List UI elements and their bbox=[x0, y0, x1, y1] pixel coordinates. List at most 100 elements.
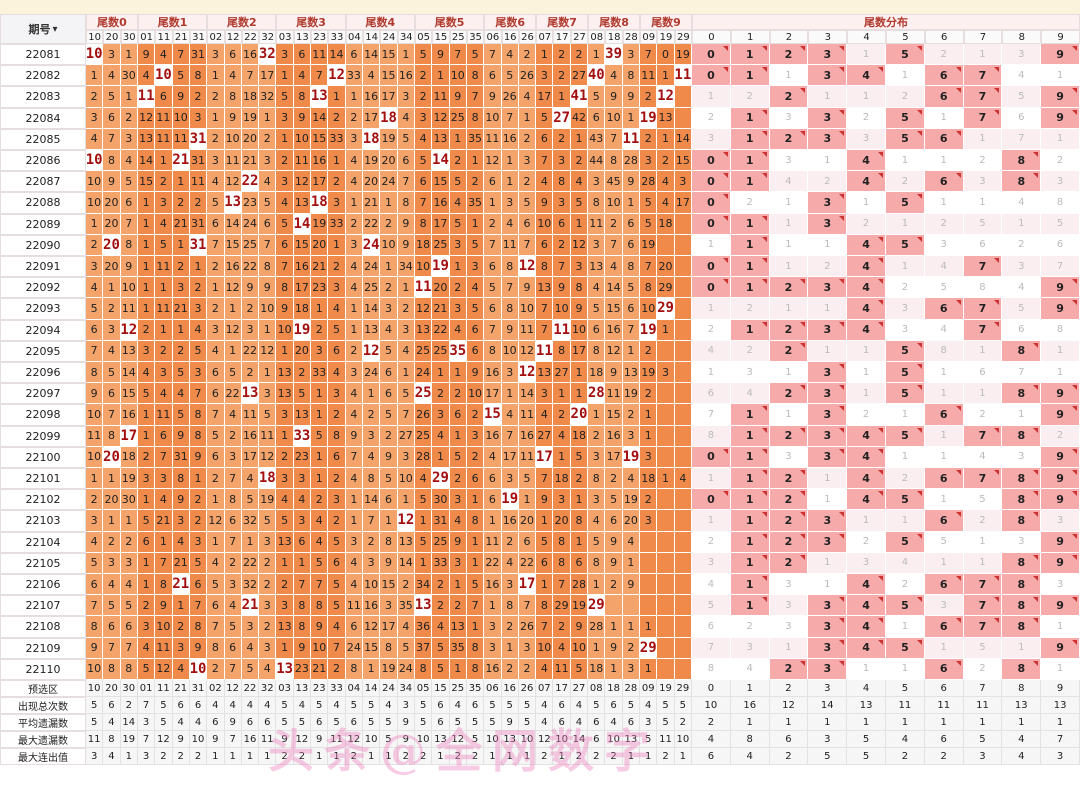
number-cell: 4 bbox=[241, 468, 260, 490]
dist-cell: 2 bbox=[769, 340, 809, 362]
number-cell: 15 bbox=[380, 65, 398, 87]
dist-cell: 1 bbox=[692, 362, 731, 384]
dist-cell: 1 bbox=[1002, 637, 1042, 659]
hit-marker-icon bbox=[800, 385, 806, 391]
stat-dist-cell: 1 bbox=[963, 714, 1003, 731]
stat-cell: 1 bbox=[518, 748, 537, 765]
dist-cell: 2 bbox=[769, 658, 809, 680]
number-cell: 1 bbox=[657, 65, 675, 87]
sort-arrow-icon[interactable]: ▾ bbox=[52, 23, 58, 35]
number-cell: 2 bbox=[207, 298, 225, 320]
period-cell: 22105 bbox=[0, 552, 86, 574]
number-cell: 2 bbox=[155, 340, 173, 362]
group-header[interactable]: 尾数7 bbox=[536, 14, 589, 30]
number-cell: 5 bbox=[276, 213, 294, 235]
stat-cell: 1 bbox=[224, 748, 242, 765]
number-cell: 15 bbox=[293, 234, 312, 256]
dist-cell: 1 bbox=[924, 362, 964, 384]
number-cell: 7 bbox=[536, 298, 554, 320]
hit-marker-icon bbox=[722, 258, 728, 263]
number-cell: 3 bbox=[449, 552, 467, 574]
number-cell: 10 bbox=[86, 44, 104, 66]
number-cell: 20 bbox=[657, 256, 675, 278]
number-cell: 14 bbox=[224, 213, 242, 235]
dist-cell: 3 bbox=[808, 107, 848, 129]
number-cell: 3 bbox=[189, 298, 208, 320]
number-cell bbox=[657, 616, 675, 638]
number-cell: 1 bbox=[137, 404, 156, 426]
number-cell: 5 bbox=[414, 531, 433, 553]
number-cell: 2 bbox=[553, 65, 571, 87]
stat-dist-cell: 5 bbox=[963, 731, 1003, 748]
number-cell: 6 bbox=[224, 510, 242, 532]
dist-cell: 4 bbox=[847, 150, 886, 172]
number-cell: 19 bbox=[640, 319, 658, 341]
period-cell: 22102 bbox=[0, 489, 86, 511]
dist-cell: 3 bbox=[769, 616, 809, 638]
hit-marker-icon bbox=[761, 533, 767, 539]
number-cell: 4 bbox=[224, 65, 242, 87]
number-cell: 3 bbox=[189, 362, 208, 384]
number-cell: 9 bbox=[622, 574, 641, 596]
dist-cell: 1 bbox=[847, 340, 886, 362]
number-cell: 7 bbox=[449, 44, 467, 66]
dist-cell: 4 bbox=[692, 340, 731, 362]
number-cell: 25 bbox=[363, 277, 381, 299]
number-cell: 3 bbox=[640, 150, 658, 172]
number-cell: 3 bbox=[259, 531, 277, 553]
dist-cell: 4 bbox=[847, 319, 886, 341]
number-cell: 21 bbox=[172, 150, 190, 172]
number-cell: 22 bbox=[241, 552, 260, 574]
number-cell: 7 bbox=[259, 234, 277, 256]
dist-cell: 8 bbox=[1002, 150, 1042, 172]
number-cell: 2 bbox=[432, 383, 450, 405]
stat-cell: 1 bbox=[259, 748, 277, 765]
number-cell: 40 bbox=[588, 65, 606, 87]
number-cell: 17 bbox=[536, 86, 554, 108]
number-cell: 1 bbox=[155, 277, 173, 299]
hit-marker-icon bbox=[916, 342, 922, 348]
number-cell: 9 bbox=[397, 213, 415, 235]
stat-cell: 1 bbox=[311, 748, 329, 765]
hit-marker-icon bbox=[761, 491, 767, 497]
number-cell: 1 bbox=[501, 637, 519, 659]
stat-cell: 6 bbox=[345, 714, 364, 731]
number-cell: 1 bbox=[553, 383, 571, 405]
sub-header: 29 bbox=[674, 30, 692, 44]
number-cell bbox=[674, 658, 692, 680]
number-cell: 6 bbox=[536, 128, 554, 150]
stat-cell: 1 bbox=[553, 748, 571, 765]
dist-cell: 7 bbox=[963, 616, 1003, 638]
number-cell: 8 bbox=[345, 658, 364, 680]
number-cell: 1 bbox=[640, 425, 658, 447]
dist-header[interactable]: 尾数分布 bbox=[692, 14, 1080, 30]
group-header[interactable]: 尾数4 bbox=[345, 14, 415, 30]
number-cell bbox=[674, 298, 692, 320]
dist-cell: 7 bbox=[1002, 362, 1042, 384]
group-header[interactable]: 尾数6 bbox=[484, 14, 537, 30]
stat-cell: 5 bbox=[86, 697, 104, 714]
number-cell: 9 bbox=[311, 616, 329, 638]
group-header[interactable]: 尾数9 bbox=[640, 14, 692, 30]
group-header[interactable]: 尾数0 bbox=[86, 14, 138, 30]
period-sort-header[interactable]: 期号 ▾ bbox=[0, 14, 86, 44]
group-header[interactable]: 尾数1 bbox=[137, 14, 208, 30]
group-header[interactable]: 尾数3 bbox=[276, 14, 346, 30]
dist-cell: 9 bbox=[1041, 531, 1080, 553]
group-header[interactable]: 尾数5 bbox=[414, 14, 485, 30]
group-header[interactable]: 尾数8 bbox=[588, 14, 641, 30]
number-cell: 16 bbox=[484, 362, 502, 384]
number-cell: 9 bbox=[259, 277, 277, 299]
number-cell: 24 bbox=[414, 362, 433, 384]
number-cell: 3 bbox=[501, 362, 519, 384]
group-header[interactable]: 尾数2 bbox=[207, 14, 277, 30]
number-cell: 4 bbox=[345, 383, 364, 405]
number-cell: 1 bbox=[311, 468, 329, 490]
number-cell: 17 bbox=[570, 340, 589, 362]
number-cell: 9 bbox=[241, 277, 260, 299]
number-cell: 19 bbox=[622, 383, 641, 405]
stat-cell: 6 bbox=[241, 714, 260, 731]
number-cell: 28 bbox=[570, 574, 589, 596]
number-cell: 11 bbox=[415, 277, 433, 299]
number-cell bbox=[674, 256, 692, 278]
